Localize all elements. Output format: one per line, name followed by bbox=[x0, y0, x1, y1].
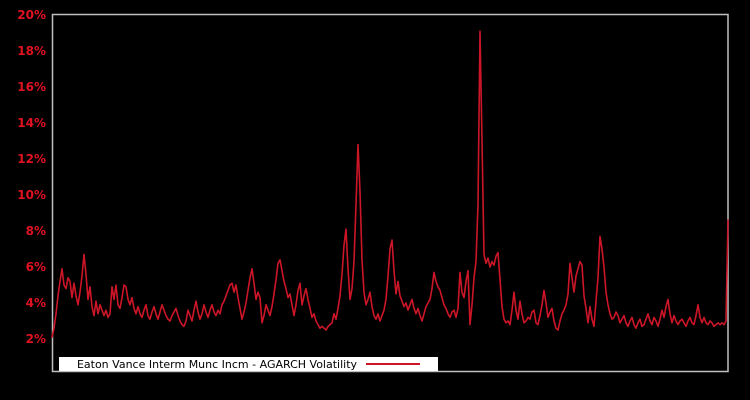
y-tick-6: 6% bbox=[25, 260, 46, 274]
y-tick-20: 20% bbox=[17, 8, 46, 22]
y-tick-4: 4% bbox=[25, 296, 46, 310]
y-axis-labels: 20% 18% 16% 14% 12% 10% 8% 6% 4% 2% bbox=[0, 0, 46, 400]
y-tick-18: 18% bbox=[17, 44, 46, 58]
y-tick-12: 12% bbox=[17, 152, 46, 166]
y-tick-2: 2% bbox=[25, 332, 46, 346]
y-tick-10: 10% bbox=[17, 188, 46, 202]
agarch-volatility-series-line bbox=[51, 30, 729, 339]
legend: Eaton Vance Interm Munc Incm - AGARCH Vo… bbox=[59, 357, 438, 371]
legend-label: Eaton Vance Interm Munc Incm - AGARCH Vo… bbox=[76, 357, 358, 371]
y-tick-14: 14% bbox=[17, 116, 46, 130]
y-tick-8: 8% bbox=[25, 224, 46, 238]
y-tick-16: 16% bbox=[17, 80, 46, 94]
plot-border bbox=[51, 13, 729, 373]
legend-line-sample-icon bbox=[366, 363, 421, 365]
